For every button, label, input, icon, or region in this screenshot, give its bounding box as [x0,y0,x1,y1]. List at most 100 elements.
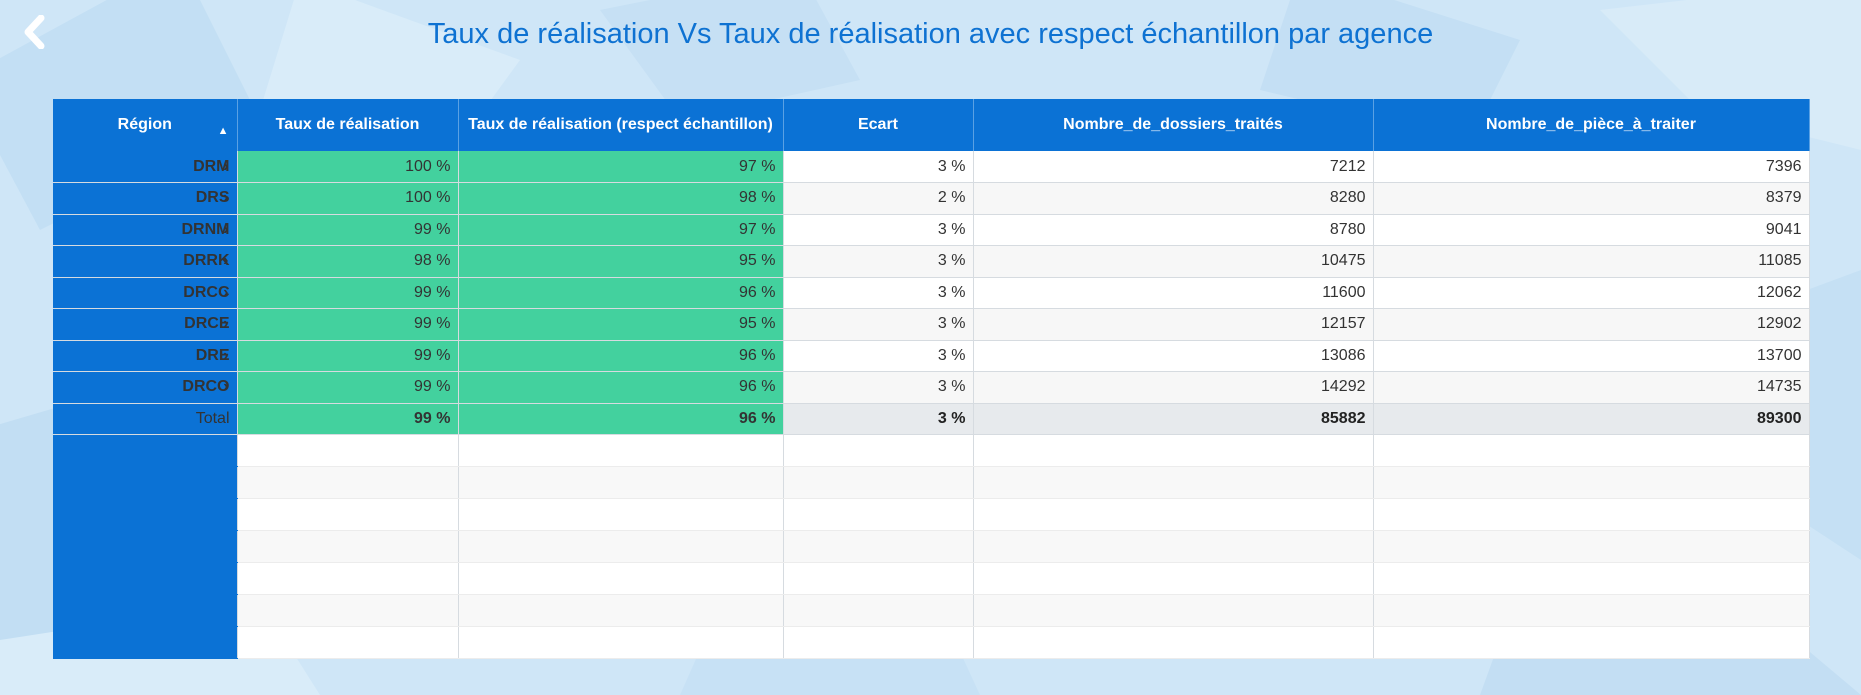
empty-region-cell [53,434,238,467]
empty-cell [783,562,974,595]
taux-respect-cell: 98 % [458,182,784,215]
empty-cell [783,498,974,531]
chevron-right-icon[interactable]: › [223,283,229,301]
pieces-cell: 13700 [1373,340,1810,372]
header-label: Région [117,116,172,133]
pieces-cell: 12062 [1373,277,1810,309]
ecart-cell: 3 % [783,308,974,341]
total-row: Total 99 % 96 % 3 % 85882 89300 [53,403,1810,435]
empty-row [53,594,1810,627]
chevron-right-icon[interactable]: › [223,157,229,175]
dossiers-cell: 7212 [973,151,1374,183]
region-cell[interactable]: DRS › [53,182,238,215]
total-taux-respect-cell: 96 % [458,403,784,435]
chevron-right-icon[interactable]: › [223,252,229,270]
empty-cell [237,530,459,563]
empty-cell [458,498,784,531]
taux-respect-cell: 96 % [458,277,784,309]
region-cell[interactable]: DRCO › [53,371,238,404]
dossiers-cell: 10475 [973,245,1374,278]
pieces-cell: 14735 [1373,371,1810,404]
header-ecart[interactable]: Ecart [783,99,974,151]
taux-respect-cell: 97 % [458,214,784,246]
total-pieces-cell: 89300 [1373,403,1810,435]
empty-cell [1373,562,1810,595]
taux-respect-cell: 95 % [458,245,784,278]
chevron-right-icon[interactable]: › [223,189,229,207]
empty-region-cell [53,562,238,595]
taux-respect-cell: 96 % [458,371,784,404]
ecart-cell: 3 % [783,277,974,309]
table-row: DRCE › 99 % 95 % 3 % 12157 12902 [53,308,1810,341]
empty-cell [973,594,1374,627]
dossiers-cell: 14292 [973,371,1374,404]
region-label: DRCE [184,315,230,333]
ecart-cell: 3 % [783,214,974,246]
empty-cell [237,466,459,499]
empty-cell [783,466,974,499]
empty-cell [1373,466,1810,499]
region-label: DRCC [183,283,230,301]
region-cell[interactable]: DRCC › [53,277,238,309]
pieces-cell: 8379 [1373,182,1810,215]
table-row: DRNM › 99 % 97 % 3 % 8780 9041 [53,214,1810,246]
empty-cell [458,562,784,595]
back-button[interactable] [14,12,54,52]
page-title: Taux de réalisation Vs Taux de réalisati… [427,18,1434,50]
data-table: Région ▲ Taux de réalisation Taux de réa… [53,99,1810,659]
empty-cell [973,434,1374,467]
empty-cell [783,594,974,627]
sort-ascending-icon[interactable]: ▲ [217,125,229,137]
taux-cell: 98 % [237,245,459,278]
taux-cell: 99 % [237,340,459,372]
region-cell[interactable]: DRRK › [53,245,238,278]
chevron-right-icon[interactable]: › [223,378,229,396]
region-cell[interactable]: DRCE › [53,308,238,341]
region-label: DRCO [182,378,230,396]
header-taux[interactable]: Taux de réalisation [237,99,459,151]
ecart-cell: 2 % [783,182,974,215]
header-region[interactable]: Région ▲ [53,99,238,151]
empty-cell [458,466,784,499]
chevron-right-icon[interactable]: › [223,220,229,238]
region-cell[interactable]: DRM › [53,151,238,183]
table-row: DRRK › 98 % 95 % 3 % 10475 11085 [53,245,1810,278]
empty-cell [783,626,974,659]
table-header-row: Région ▲ Taux de réalisation Taux de réa… [53,99,1810,151]
empty-cell [973,498,1374,531]
region-cell[interactable]: DRE › [53,340,238,372]
header-dossiers[interactable]: Nombre_de_dossiers_traités [973,99,1374,151]
chevron-right-icon[interactable]: › [223,315,229,333]
table-row: DRE › 99 % 96 % 3 % 13086 13700 [53,340,1810,372]
header-pieces[interactable]: Nombre_de_pièce_à_traiter [1373,99,1810,151]
chevron-left-icon [24,15,45,49]
taux-respect-cell: 96 % [458,340,784,372]
taux-respect-cell: 97 % [458,151,784,183]
empty-cell [1373,498,1810,531]
empty-cell [458,594,784,627]
taux-cell: 99 % [237,308,459,341]
dossiers-cell: 8780 [973,214,1374,246]
total-ecart-cell: 3 % [783,403,974,435]
table-row: DRM › 100 % 97 % 3 % 7212 7396 [53,151,1810,183]
empty-cell [973,562,1374,595]
empty-row [53,530,1810,563]
empty-row [53,466,1810,499]
region-label: DRNM [181,220,230,238]
region-cell[interactable]: DRNM › [53,214,238,246]
empty-row [53,562,1810,595]
table-row: DRS › 100 % 98 % 2 % 8280 8379 [53,182,1810,215]
total-dossiers-cell: 85882 [973,403,1374,435]
empty-cell [973,466,1374,499]
empty-cell [1373,434,1810,467]
chevron-right-icon[interactable]: › [223,346,229,364]
empty-cell [458,434,784,467]
header-taux-respect[interactable]: Taux de réalisation (respect échantillon… [458,99,784,151]
taux-respect-cell: 95 % [458,308,784,341]
ecart-cell: 3 % [783,340,974,372]
taux-cell: 99 % [237,277,459,309]
pieces-cell: 9041 [1373,214,1810,246]
region-label: DRE [195,346,230,364]
total-taux-cell: 99 % [237,403,459,435]
empty-cell [783,530,974,563]
